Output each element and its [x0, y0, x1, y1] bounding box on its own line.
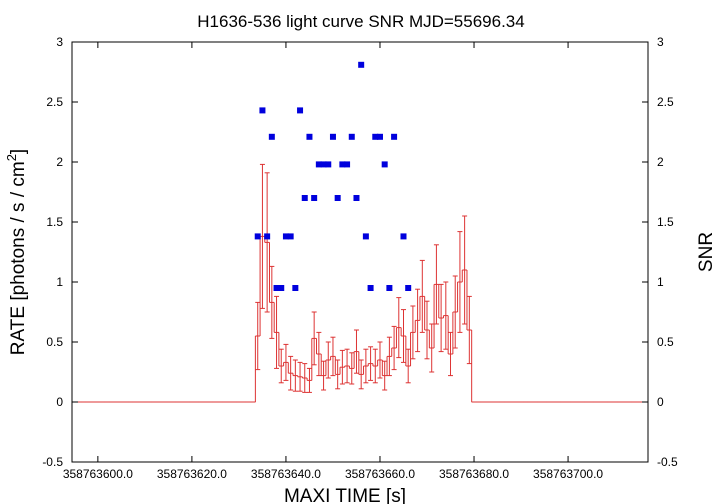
- y-tick-label-right: 1.5: [657, 215, 674, 229]
- y-tick-label-right: 1: [657, 275, 664, 289]
- snr-point: [268, 133, 275, 140]
- y-axis-left-label-end: ]: [8, 149, 29, 154]
- snr-point: [278, 285, 285, 291]
- snr-point: [329, 133, 336, 140]
- y-tick-label-left: 0.5: [46, 335, 63, 349]
- snr-point: [367, 285, 374, 291]
- x-tick-label: 358763640.0: [251, 467, 321, 481]
- snr-point: [358, 61, 365, 68]
- y-tick-label-right: -0.5: [657, 455, 678, 469]
- snr-point: [282, 233, 289, 240]
- x-tick-label: 358763620.0: [157, 467, 227, 481]
- snr-point: [381, 161, 388, 168]
- snr-point: [264, 233, 271, 240]
- rate-series: [71, 163, 648, 403]
- axes: -0.5 -0.5 0 0 0.5 0.5 1 1 1.5 1.5 2 2 2.5 2.5 3 3 358763…: [42, 35, 678, 481]
- y-tick-label-left: 1.5: [46, 215, 63, 229]
- snr-series: [254, 61, 412, 291]
- snr-point: [362, 233, 369, 240]
- snr-point: [292, 285, 299, 291]
- snr-point: [254, 233, 261, 240]
- snr-point: [376, 133, 383, 140]
- y-axis-right-label: SNR: [696, 232, 717, 272]
- snr-point: [386, 285, 393, 291]
- snr-point: [325, 161, 332, 168]
- snr-point: [405, 285, 412, 291]
- x-tick-label: 358763680.0: [439, 467, 509, 481]
- y-axis-left-label: RATE [photons / s / cm2]: [4, 149, 29, 355]
- y-tick-label-left: -0.5: [42, 455, 63, 469]
- y-tick-label-right: 2: [657, 155, 664, 169]
- y-tick-label-right: 0: [657, 395, 664, 409]
- y-tick-label-left: 3: [56, 35, 63, 49]
- y-axis-left-label-sup: 2: [4, 154, 19, 161]
- plot-frame: [71, 41, 649, 463]
- snr-point: [306, 133, 313, 140]
- y-tick-label-left: 1: [56, 275, 63, 289]
- snr-point: [301, 195, 308, 201]
- x-tick-label: 358763700.0: [533, 467, 603, 481]
- snr-point: [344, 161, 351, 168]
- y-tick-label-right: 0.5: [657, 335, 674, 349]
- y-tick-label-left: 2.5: [46, 95, 63, 109]
- snr-point: [320, 161, 327, 168]
- x-tick-label: 358763660.0: [345, 467, 415, 481]
- snr-point: [334, 195, 341, 201]
- snr-point: [339, 161, 346, 168]
- snr-point: [400, 233, 407, 240]
- x-tick-label: 358763600.0: [63, 467, 133, 481]
- snr-point: [311, 195, 318, 201]
- y-axis-left-label-main: RATE [photons / s / cm: [8, 161, 29, 355]
- snr-point: [372, 133, 379, 140]
- snr-point: [353, 195, 360, 201]
- y-tick-label-right: 3: [657, 35, 664, 49]
- y-tick-label-right: 2.5: [657, 95, 674, 109]
- snr-point: [348, 133, 355, 140]
- snr-point: [287, 233, 294, 240]
- snr-point: [273, 285, 280, 291]
- x-axis-label: MAXI TIME [s]: [284, 486, 406, 504]
- y-tick-label-left: 2: [56, 155, 63, 169]
- y-tick-label-left: 0: [56, 395, 63, 409]
- snr-point: [315, 161, 322, 168]
- snr-point: [391, 133, 398, 140]
- snr-point: [259, 107, 266, 114]
- chart-title: H1636-536 light curve SNR MJD=55696.34: [197, 12, 524, 31]
- snr-point: [297, 107, 304, 114]
